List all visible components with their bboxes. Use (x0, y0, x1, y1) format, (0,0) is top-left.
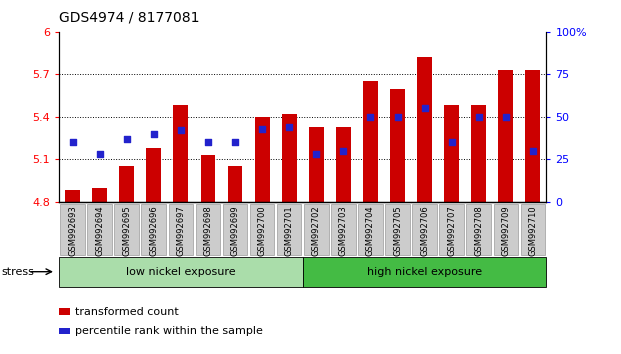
Bar (65, 190, 80, 202)
Text: GSM992694: GSM992694 (95, 205, 104, 256)
Bar (390, 88, 405, 202)
Point (366, 114, 376, 120)
Point (149, 131, 159, 137)
Bar (201, 155, 215, 202)
Bar (119, 166, 134, 202)
Text: GDS4974 / 8177081: GDS4974 / 8177081 (59, 11, 199, 25)
Text: GSM992710: GSM992710 (528, 205, 537, 256)
Bar (92, 188, 107, 202)
Bar (309, 127, 324, 202)
Text: GSM992695: GSM992695 (122, 205, 131, 256)
Point (446, 139, 456, 145)
Bar (499, 70, 514, 202)
Text: GSM992697: GSM992697 (176, 205, 185, 256)
Text: GSM992705: GSM992705 (393, 205, 402, 256)
Bar (417, 57, 432, 202)
Bar (525, 70, 540, 202)
Text: low nickel exposure: low nickel exposure (126, 267, 236, 277)
Text: GSM992709: GSM992709 (501, 205, 510, 256)
Bar (173, 105, 188, 202)
Text: GSM992700: GSM992700 (258, 205, 266, 256)
Point (501, 114, 511, 120)
Bar (147, 148, 161, 202)
Text: GSM992698: GSM992698 (204, 205, 212, 256)
Text: stress: stress (2, 267, 35, 277)
Point (474, 114, 484, 120)
Text: GSM992701: GSM992701 (284, 205, 294, 256)
Text: GSM992703: GSM992703 (339, 205, 348, 256)
Text: transformed count: transformed count (75, 307, 179, 316)
Point (176, 127, 186, 133)
Point (420, 105, 430, 111)
Point (122, 136, 132, 142)
Point (94, 152, 104, 157)
Point (392, 114, 402, 120)
Point (203, 139, 213, 145)
Text: GSM992708: GSM992708 (474, 205, 483, 256)
Bar (282, 114, 297, 202)
Text: GSM992707: GSM992707 (447, 205, 456, 256)
Text: GSM992696: GSM992696 (149, 205, 158, 256)
Point (68, 139, 78, 145)
Point (338, 148, 348, 154)
Point (311, 152, 321, 157)
Text: high nickel exposure: high nickel exposure (367, 267, 482, 277)
Text: GSM992704: GSM992704 (366, 205, 375, 256)
Bar (363, 81, 378, 202)
Text: GSM992702: GSM992702 (312, 205, 321, 256)
Point (528, 148, 538, 154)
Point (230, 139, 240, 145)
Text: GSM992699: GSM992699 (230, 205, 240, 256)
Bar (471, 105, 486, 202)
Bar (227, 166, 242, 202)
Bar (255, 117, 270, 202)
Bar (444, 105, 459, 202)
Bar (336, 127, 351, 202)
Text: GSM992693: GSM992693 (68, 205, 77, 256)
Text: GSM992706: GSM992706 (420, 205, 429, 256)
Text: percentile rank within the sample: percentile rank within the sample (75, 326, 263, 336)
Point (257, 126, 267, 132)
Point (284, 124, 294, 130)
